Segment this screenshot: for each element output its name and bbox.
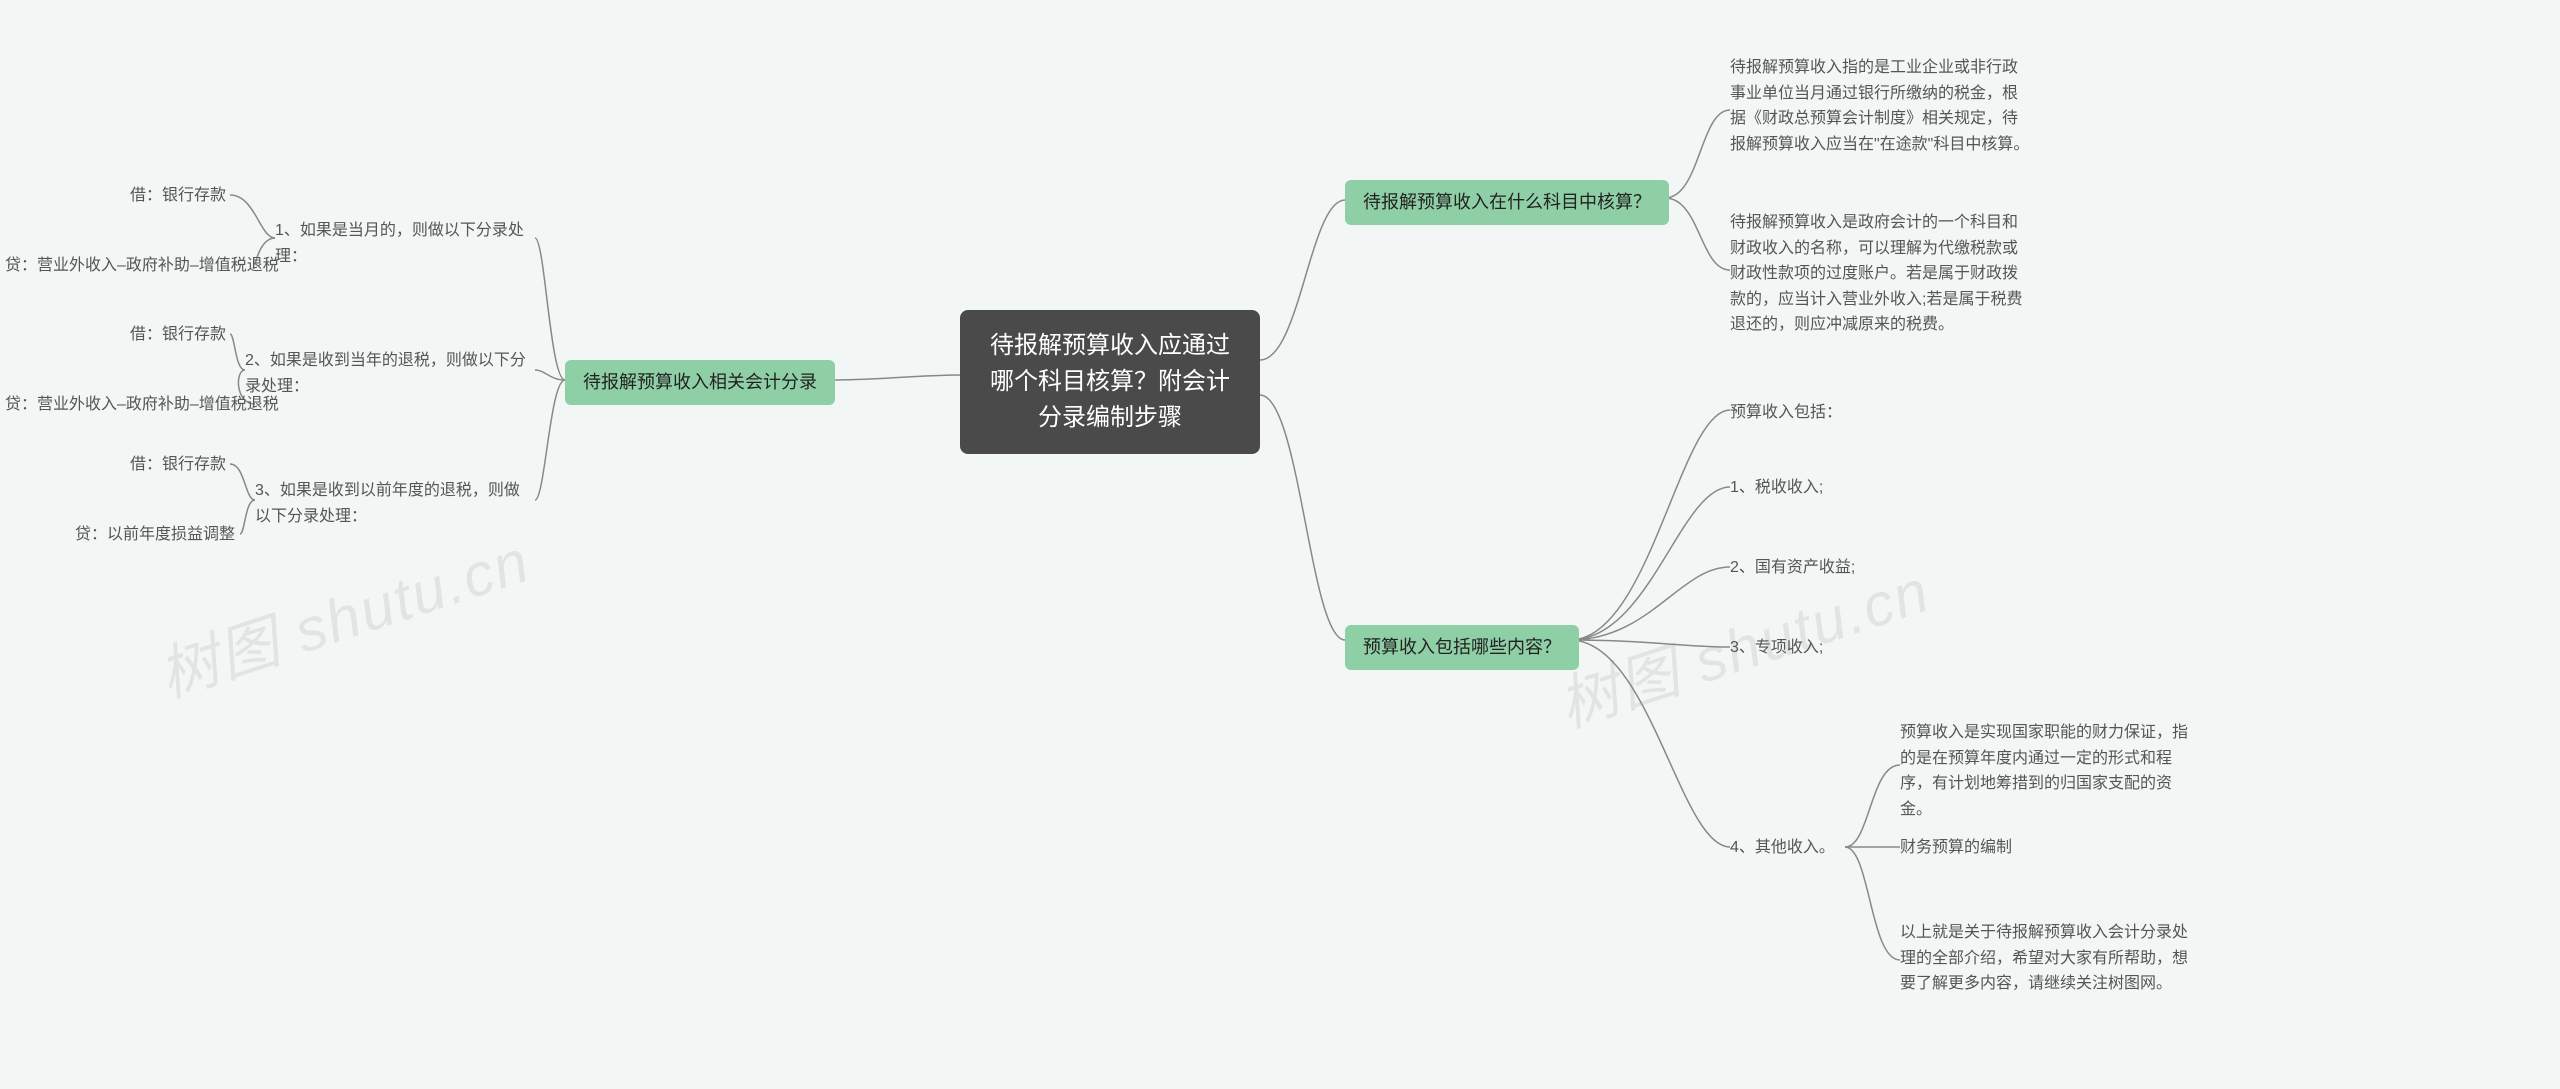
- left-child-2-sub-0: 借：银行存款: [130, 322, 226, 348]
- branch-left: 待报解预算收入相关会计分录: [565, 360, 835, 405]
- right-top-para-1: 待报解预算收入是政府会计的一个科目和财政收入的名称，可以理解为代缴税款或财政性款…: [1730, 210, 2030, 338]
- left-child-3: 3、如果是收到以前年度的退税，则做以下分录处理：: [255, 478, 535, 529]
- rb-item-4: 4、其他收入。: [1730, 835, 1835, 861]
- rb-item-4-sub-0: 预算收入是实现国家职能的财力保证，指的是在预算年度内通过一定的形式和程序，有计划…: [1900, 720, 2200, 822]
- left-child-1: 1、如果是当月的，则做以下分录处理：: [275, 218, 535, 269]
- branch-right-top: 待报解预算收入在什么科目中核算？: [1345, 180, 1669, 225]
- rb-item-2: 2、国有资产收益;: [1730, 555, 1855, 581]
- left-child-2-sub-1: 贷：营业外收入–政府补助–增值税退税: [5, 392, 279, 418]
- left-child-2: 2、如果是收到当年的退税，则做以下分录处理：: [245, 348, 535, 399]
- branch-right-bottom: 预算收入包括哪些内容？: [1345, 625, 1579, 670]
- rb-item-0: 预算收入包括：: [1730, 400, 1842, 426]
- left-child-1-sub-0: 借：银行存款: [130, 183, 226, 209]
- rb-item-3: 3、专项收入;: [1730, 635, 1823, 661]
- left-child-3-sub-0: 借：银行存款: [130, 452, 226, 478]
- right-top-para-0: 待报解预算收入指的是工业企业或非行政事业单位当月通过银行所缴纳的税金，根据《财政…: [1730, 55, 2030, 157]
- rb-item-1: 1、税收收入;: [1730, 475, 1823, 501]
- mindmap-root: 待报解预算收入应通过哪个科目核算？附会计分录编制步骤: [960, 310, 1260, 454]
- rb-item-4-sub-1: 财务预算的编制: [1900, 835, 2012, 861]
- left-child-3-sub-1: 贷：以前年度损益调整: [75, 522, 235, 548]
- left-child-1-sub-1: 贷：营业外收入–政府补助–增值税退税: [5, 253, 279, 279]
- rb-item-4-sub-2: 以上就是关于待报解预算收入会计分录处理的全部介绍，希望对大家有所帮助，想要了解更…: [1900, 920, 2200, 997]
